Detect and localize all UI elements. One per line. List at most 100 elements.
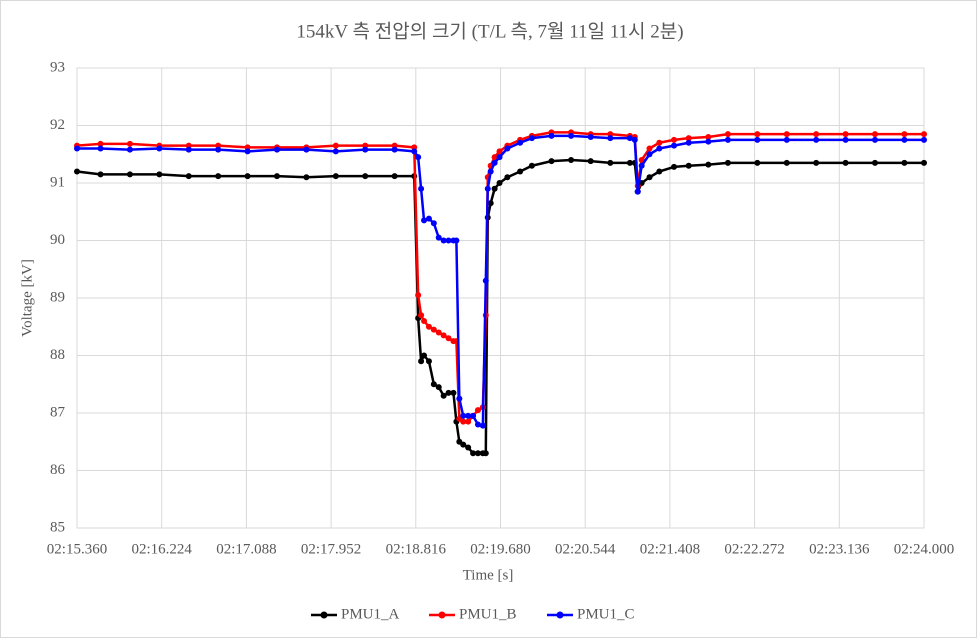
data-point — [435, 384, 442, 391]
data-point — [548, 158, 555, 165]
data-point — [445, 335, 452, 342]
data-point — [754, 159, 761, 166]
data-point — [754, 136, 761, 143]
x-tick-label: 02:16.224 — [131, 541, 192, 557]
data-point — [465, 444, 472, 451]
data-point — [273, 146, 280, 153]
data-point — [421, 352, 428, 359]
data-point — [813, 159, 820, 166]
y-tick-label: 90 — [50, 232, 65, 248]
data-point — [656, 145, 663, 152]
data-point — [465, 412, 472, 419]
data-point — [607, 135, 614, 142]
series — [74, 132, 927, 429]
x-axis-title: Time [s] — [463, 567, 514, 583]
data-point — [705, 161, 712, 168]
data-point — [921, 159, 927, 166]
data-point — [487, 200, 494, 207]
x-tick-label: 02:23.136 — [809, 541, 870, 557]
data-point — [418, 312, 425, 319]
data-point — [430, 381, 437, 388]
data-point — [671, 136, 678, 143]
data-point — [528, 162, 535, 169]
data-point — [418, 358, 425, 365]
data-point — [634, 188, 641, 195]
data-point — [421, 318, 428, 324]
data-point — [754, 131, 761, 138]
data-point — [504, 174, 511, 181]
data-point — [626, 159, 633, 166]
data-point — [568, 132, 575, 139]
data-point — [474, 421, 481, 428]
data-point — [435, 234, 442, 241]
data-point — [783, 159, 790, 166]
data-point — [415, 292, 422, 299]
data-point — [303, 174, 310, 181]
data-point — [487, 168, 494, 175]
data-point — [391, 146, 398, 153]
x-tick-label: 02:20.544 — [555, 541, 616, 557]
data-point — [425, 358, 432, 365]
data-point — [332, 142, 339, 149]
data-point — [921, 136, 927, 143]
data-point — [813, 136, 820, 143]
data-point — [425, 215, 432, 222]
data-point — [97, 171, 104, 178]
data-point — [185, 146, 192, 153]
data-point — [418, 185, 425, 192]
plot-area — [76, 67, 925, 529]
data-point — [484, 185, 491, 192]
legend-label: PMU1_B — [459, 606, 517, 622]
series-line — [77, 134, 924, 427]
legend-marker — [320, 611, 328, 619]
data-point — [671, 142, 678, 149]
y-tick-label: 88 — [50, 347, 65, 363]
data-point — [273, 173, 280, 180]
data-point — [587, 134, 594, 140]
data-point — [244, 173, 251, 180]
data-point — [97, 145, 104, 152]
legend-label: PMU1_A — [341, 606, 400, 622]
data-point — [504, 145, 511, 152]
data-point — [705, 134, 712, 140]
data-point — [871, 136, 878, 143]
data-point — [491, 159, 498, 166]
chart-title: 154kV 측 전압의 크기 (T/L 측, 7월 11일 11시 2분) — [296, 20, 683, 42]
x-tick-label: 02:22.272 — [724, 541, 784, 557]
data-point — [126, 146, 133, 153]
data-point — [450, 389, 457, 396]
data-point — [465, 418, 472, 425]
data-point — [842, 159, 849, 166]
data-point — [724, 131, 731, 138]
y-tick-label: 92 — [50, 117, 65, 133]
data-point — [470, 450, 477, 457]
data-point — [156, 171, 163, 178]
data-point — [901, 159, 908, 166]
data-point — [460, 418, 467, 425]
data-point — [496, 154, 503, 161]
data-point — [474, 407, 481, 414]
data-point — [215, 173, 222, 180]
data-point — [244, 148, 251, 155]
data-point — [126, 171, 133, 178]
data-point — [445, 389, 452, 396]
data-point — [411, 148, 418, 155]
data-point — [842, 136, 849, 143]
data-point — [685, 139, 692, 146]
data-point — [185, 173, 192, 180]
data-point — [303, 146, 310, 153]
data-point — [921, 131, 927, 138]
data-point — [482, 450, 489, 457]
data-point — [456, 395, 463, 402]
data-point — [430, 326, 437, 333]
x-tick-label: 02:15.360 — [47, 541, 107, 557]
data-point — [445, 237, 452, 244]
data-point — [479, 422, 486, 429]
data-point — [126, 140, 133, 147]
data-point — [901, 131, 908, 138]
data-point — [74, 145, 80, 152]
data-point — [548, 132, 555, 139]
x-tick-label: 02:21.408 — [640, 541, 700, 557]
data-point — [362, 146, 369, 153]
